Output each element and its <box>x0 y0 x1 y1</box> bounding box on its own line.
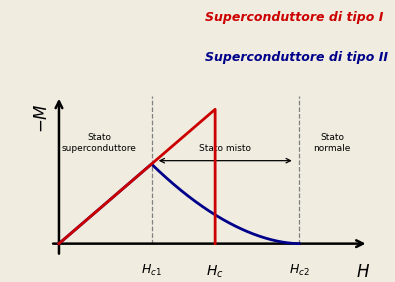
Text: Stato
normale: Stato normale <box>314 133 351 153</box>
Text: Stato misto: Stato misto <box>199 144 251 153</box>
Text: Stato
superconduttore: Stato superconduttore <box>62 133 137 153</box>
Text: $H_c$: $H_c$ <box>206 263 224 280</box>
Text: Superconduttore di tipo II: Superconduttore di tipo II <box>205 51 388 64</box>
Text: $-M$: $-M$ <box>33 103 51 133</box>
Text: $H_{c1}$: $H_{c1}$ <box>141 263 162 279</box>
Text: $H_{c2}$: $H_{c2}$ <box>289 263 309 279</box>
Text: Superconduttore di tipo I: Superconduttore di tipo I <box>205 11 384 24</box>
Text: $H$: $H$ <box>356 263 370 281</box>
